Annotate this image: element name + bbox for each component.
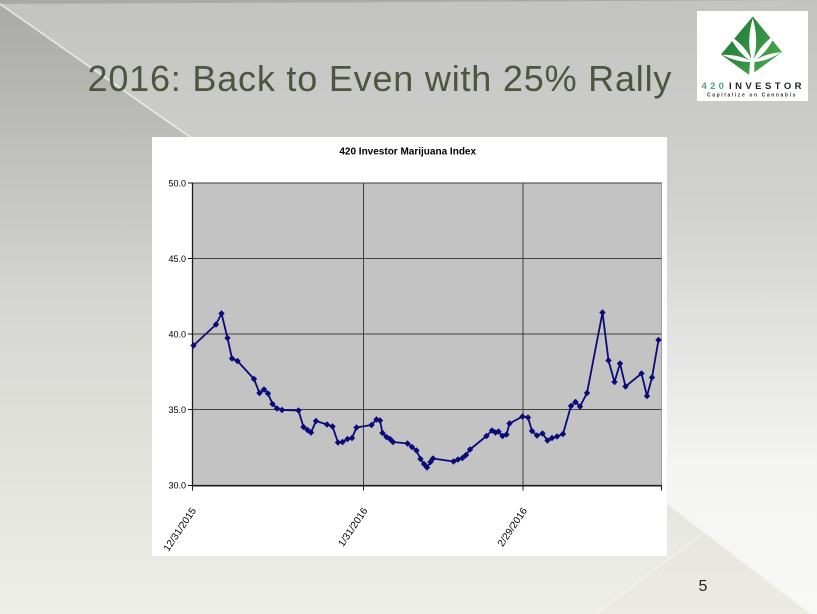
svg-text:35.0: 35.0 (168, 405, 186, 415)
svg-text:40.0: 40.0 (168, 329, 186, 339)
svg-text:INVESTOR: INVESTOR (729, 81, 805, 92)
svg-text:420: 420 (702, 81, 728, 92)
svg-text:Capitalize on Cannabis: Capitalize on Cannabis (707, 93, 797, 99)
svg-text:420 Investor Marijuana Index: 420 Investor Marijuana Index (339, 146, 476, 157)
svg-text:50.0: 50.0 (168, 178, 186, 188)
svg-text:30.0: 30.0 (168, 480, 186, 490)
svg-text:45.0: 45.0 (168, 254, 186, 264)
